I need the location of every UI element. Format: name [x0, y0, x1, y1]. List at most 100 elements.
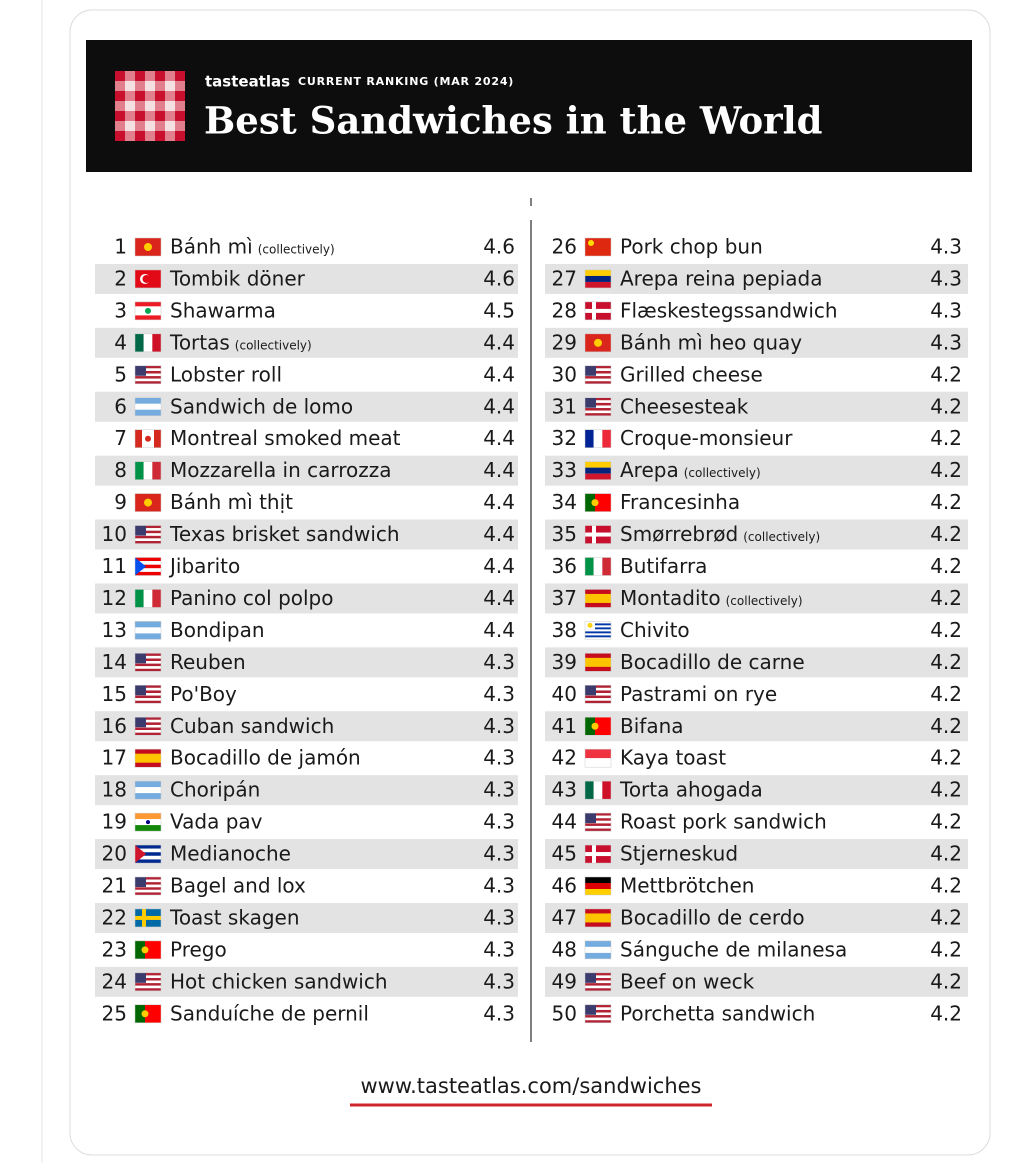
flag-part	[585, 397, 611, 401]
flag-border	[584, 621, 612, 640]
rating: 4.2	[930, 618, 962, 642]
dish-name: Bánh mì thịt	[170, 490, 293, 514]
logo-cell	[165, 101, 175, 111]
flag-border	[584, 525, 612, 544]
flag-part	[135, 429, 142, 448]
dish-name: Texas brisket sandwich	[169, 522, 400, 546]
flag-part	[141, 1010, 149, 1018]
rank: 15	[102, 682, 127, 706]
rating: 4.3	[483, 746, 515, 770]
flag-part	[585, 473, 611, 480]
rank: 49	[552, 969, 577, 993]
flag-part	[135, 373, 161, 377]
flag-part	[135, 376, 161, 379]
flag-part	[145, 435, 151, 442]
flag-part	[135, 666, 161, 669]
dish-name: Tortas	[169, 330, 230, 354]
logo-cell	[165, 91, 175, 101]
flag-border	[584, 908, 612, 928]
rating: 4.3	[930, 235, 962, 259]
logo-cell	[135, 91, 145, 101]
flag-border	[584, 269, 612, 289]
flag-border	[584, 812, 612, 832]
dish-name: Cheesesteak	[620, 394, 749, 418]
logo-cell	[135, 131, 145, 141]
logo-cell	[165, 111, 175, 121]
ranking-row: 48 Sánguche de milanesa 4.2	[552, 937, 962, 961]
rank: 48	[552, 937, 577, 961]
flag-part	[585, 493, 595, 512]
flag-part	[585, 813, 596, 824]
flag-part	[602, 429, 611, 448]
flag-part	[152, 333, 161, 352]
ranking-row: 46 Mettbrötchen 4.2	[552, 874, 962, 898]
rank: 39	[552, 650, 577, 674]
rating: 4.3	[930, 266, 962, 290]
flag-part	[585, 1020, 611, 1023]
rank: 23	[102, 937, 127, 961]
dish-name: Tombik döner	[169, 266, 306, 290]
flag-part	[602, 781, 611, 800]
ranking-row: 25 Sanduíche de pernil 4.3	[102, 1001, 515, 1025]
dish-name: Jibarito	[168, 554, 240, 578]
flag-border	[134, 557, 162, 576]
flag-part	[585, 623, 611, 626]
logo-cell	[135, 101, 145, 111]
rating: 4.3	[483, 810, 515, 834]
dish-name: Bocadillo de cerdo	[620, 905, 805, 929]
logo-cell	[125, 111, 135, 121]
flag-part	[135, 722, 161, 725]
row-band	[545, 391, 968, 422]
logo-cell	[145, 101, 155, 111]
flag-border	[134, 621, 162, 640]
rank: 19	[102, 810, 127, 834]
logo-cell	[175, 71, 185, 81]
rating: 4.4	[483, 362, 515, 386]
row-band	[95, 327, 518, 358]
flag-part	[585, 429, 594, 448]
flag-part	[135, 855, 161, 860]
flag-part	[135, 781, 161, 788]
row-band	[95, 839, 518, 870]
logo-cell	[165, 131, 175, 141]
flag-part	[135, 717, 146, 728]
rank: 33	[552, 458, 577, 482]
dish-name: Francesinha	[620, 490, 740, 514]
flag-part	[135, 717, 161, 720]
rating: 4.2	[930, 969, 962, 993]
ranking-row: 5 Lobster roll 4.4	[114, 362, 515, 386]
row-band	[545, 327, 968, 358]
rating: 4.6	[483, 266, 515, 290]
flag-part	[135, 787, 161, 794]
flag-part	[135, 848, 161, 853]
flag-part	[135, 633, 161, 640]
ranking-row: 19 Vada pav 4.3	[102, 810, 515, 834]
ranking-row: 8 Mozzarella in carrozza 4.4	[95, 455, 518, 486]
ranking-row: 4 Tortas (collectively) 4.4	[95, 327, 518, 358]
row-band	[545, 775, 968, 806]
flag-part	[585, 467, 611, 474]
rank: 25	[102, 1001, 127, 1025]
flag-part	[585, 405, 611, 409]
dish-name: Hot chicken sandwich	[170, 969, 388, 993]
dish-name: Cuban sandwich	[170, 714, 334, 738]
row-band	[95, 966, 518, 997]
ranking-row: 18 Choripán 4.3	[95, 775, 518, 806]
rank: 4	[114, 330, 127, 354]
logo-cell	[135, 111, 145, 121]
flag-border	[584, 333, 612, 353]
logo-cell	[115, 131, 125, 141]
flag-part	[592, 301, 596, 320]
dish-name: Kaya toast	[620, 746, 726, 770]
flag-part	[135, 653, 146, 664]
flag-part	[135, 403, 161, 410]
flag-part	[585, 368, 611, 371]
rating: 4.3	[483, 937, 515, 961]
rank: 42	[552, 746, 577, 770]
row-band	[545, 519, 968, 550]
flag-part	[585, 825, 611, 829]
flag-part	[135, 813, 161, 820]
rank: 26	[552, 235, 577, 259]
